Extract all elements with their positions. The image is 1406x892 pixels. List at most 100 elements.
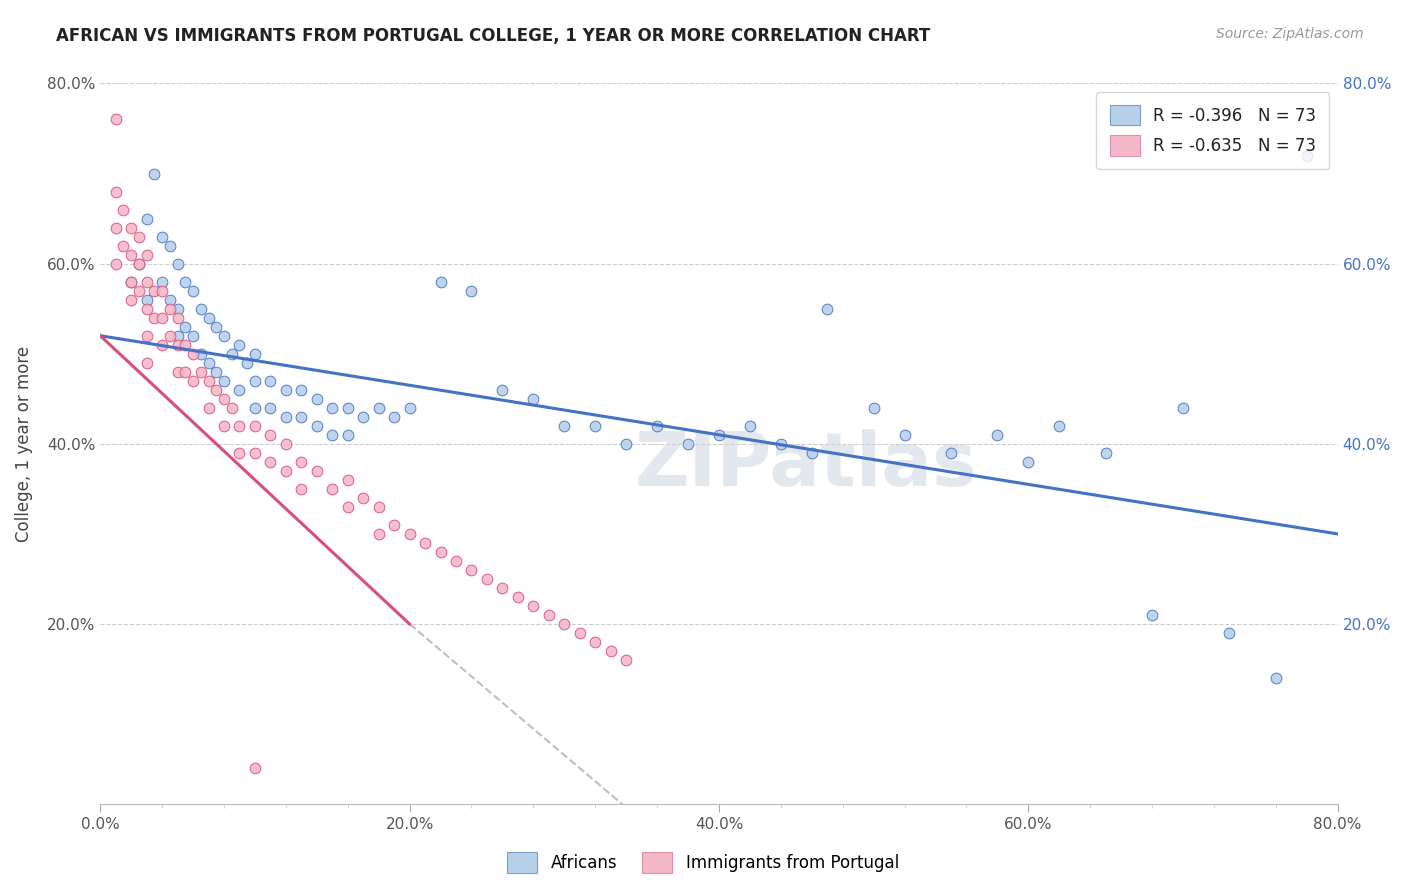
Point xyxy=(143,284,166,298)
Point xyxy=(128,284,150,298)
Point xyxy=(614,437,637,451)
Point xyxy=(676,437,699,451)
Point xyxy=(352,409,374,424)
Point xyxy=(181,284,204,298)
Point xyxy=(150,337,173,351)
Point xyxy=(236,356,259,370)
Point xyxy=(228,383,250,397)
Point xyxy=(143,310,166,325)
Point xyxy=(120,293,142,307)
Point xyxy=(583,635,606,649)
Point xyxy=(614,653,637,667)
Point xyxy=(352,491,374,505)
Point xyxy=(707,427,730,442)
Point xyxy=(1295,148,1317,162)
Point xyxy=(243,374,266,388)
Point xyxy=(259,401,281,415)
Point xyxy=(181,328,204,343)
Point xyxy=(104,185,127,199)
Point xyxy=(166,328,188,343)
Point xyxy=(537,607,560,622)
Point xyxy=(290,409,312,424)
Point xyxy=(221,347,243,361)
Point xyxy=(159,293,181,307)
Point xyxy=(150,284,173,298)
Point xyxy=(150,275,173,289)
Point xyxy=(800,446,823,460)
Point xyxy=(599,644,621,658)
Point xyxy=(583,418,606,433)
Point xyxy=(135,301,157,316)
Point xyxy=(166,310,188,325)
Point xyxy=(243,401,266,415)
Point xyxy=(205,319,228,334)
Point xyxy=(986,427,1008,442)
Legend: Africans, Immigrants from Portugal: Africans, Immigrants from Portugal xyxy=(501,846,905,880)
Point xyxy=(228,337,250,351)
Point xyxy=(1047,418,1070,433)
Point xyxy=(305,418,328,433)
Point xyxy=(135,275,157,289)
Point xyxy=(166,337,188,351)
Point xyxy=(738,418,761,433)
Point xyxy=(197,310,219,325)
Point xyxy=(166,257,188,271)
Point xyxy=(815,301,838,316)
Point xyxy=(120,275,142,289)
Point xyxy=(135,211,157,226)
Point xyxy=(159,301,181,316)
Point xyxy=(128,257,150,271)
Point xyxy=(135,293,157,307)
Point xyxy=(190,301,212,316)
Point xyxy=(181,374,204,388)
Point xyxy=(197,356,219,370)
Point xyxy=(212,374,235,388)
Point xyxy=(336,473,359,487)
Point xyxy=(398,401,420,415)
Point xyxy=(862,401,884,415)
Point xyxy=(444,554,467,568)
Point xyxy=(1140,607,1163,622)
Point xyxy=(159,238,181,252)
Point xyxy=(259,455,281,469)
Legend: R = -0.396   N = 73, R = -0.635   N = 73: R = -0.396 N = 73, R = -0.635 N = 73 xyxy=(1097,92,1329,169)
Point xyxy=(336,427,359,442)
Point xyxy=(367,500,389,514)
Point xyxy=(522,392,544,406)
Point xyxy=(769,437,792,451)
Point xyxy=(197,374,219,388)
Point xyxy=(290,383,312,397)
Point xyxy=(104,112,127,127)
Point xyxy=(143,167,166,181)
Point xyxy=(243,418,266,433)
Point xyxy=(104,220,127,235)
Point xyxy=(645,418,668,433)
Point xyxy=(367,527,389,541)
Text: Source: ZipAtlas.com: Source: ZipAtlas.com xyxy=(1216,27,1364,41)
Text: ZIPatlas: ZIPatlas xyxy=(634,429,977,502)
Point xyxy=(150,229,173,244)
Point xyxy=(460,284,482,298)
Point xyxy=(321,482,343,496)
Point xyxy=(336,401,359,415)
Point xyxy=(893,427,915,442)
Point xyxy=(181,347,204,361)
Point xyxy=(1171,401,1194,415)
Point xyxy=(274,464,297,478)
Point xyxy=(321,427,343,442)
Point xyxy=(174,337,197,351)
Point xyxy=(112,202,135,217)
Point xyxy=(506,590,529,604)
Point xyxy=(243,761,266,775)
Point xyxy=(159,328,181,343)
Point xyxy=(190,365,212,379)
Text: AFRICAN VS IMMIGRANTS FROM PORTUGAL COLLEGE, 1 YEAR OR MORE CORRELATION CHART: AFRICAN VS IMMIGRANTS FROM PORTUGAL COLL… xyxy=(56,27,931,45)
Point xyxy=(475,572,498,586)
Point xyxy=(305,392,328,406)
Point xyxy=(104,257,127,271)
Point xyxy=(522,599,544,613)
Point xyxy=(212,418,235,433)
Point xyxy=(135,328,157,343)
Point xyxy=(259,427,281,442)
Point xyxy=(174,275,197,289)
